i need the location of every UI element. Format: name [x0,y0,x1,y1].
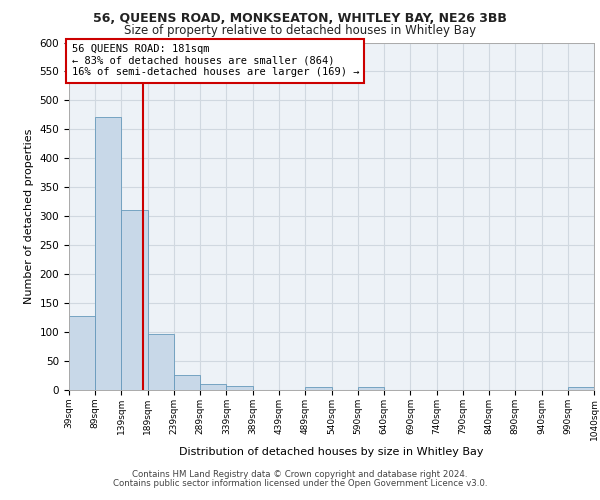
Text: 56, QUEENS ROAD, MONKSEATON, WHITLEY BAY, NE26 3BB: 56, QUEENS ROAD, MONKSEATON, WHITLEY BAY… [93,12,507,26]
Bar [121,210,148,390]
Bar [200,384,226,390]
Y-axis label: Number of detached properties: Number of detached properties [24,128,34,304]
Bar [358,386,384,390]
Text: Contains public sector information licensed under the Open Government Licence v3: Contains public sector information licen… [113,478,487,488]
Text: 56 QUEENS ROAD: 181sqm
← 83% of detached houses are smaller (864)
16% of semi-de: 56 QUEENS ROAD: 181sqm ← 83% of detached… [71,44,359,78]
Bar [226,386,253,390]
Bar [148,334,174,390]
Bar [69,316,95,390]
Text: Contains HM Land Registry data © Crown copyright and database right 2024.: Contains HM Land Registry data © Crown c… [132,470,468,479]
X-axis label: Distribution of detached houses by size in Whitley Bay: Distribution of detached houses by size … [179,446,484,456]
Bar [174,375,200,390]
Text: Size of property relative to detached houses in Whitley Bay: Size of property relative to detached ho… [124,24,476,37]
Bar [95,117,121,390]
Bar [305,386,332,390]
Bar [568,386,594,390]
